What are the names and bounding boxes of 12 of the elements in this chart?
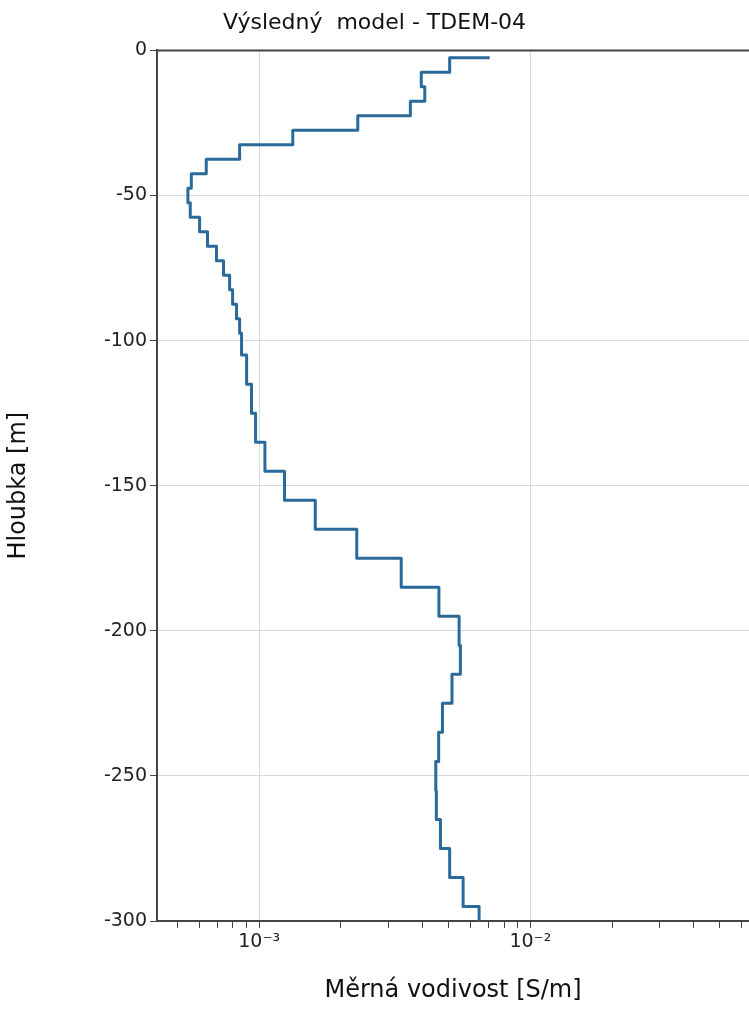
y-tick-label: -150	[103, 472, 147, 495]
x-tick-label: 10⁻³	[238, 929, 281, 952]
y-tick-label: -50	[115, 182, 147, 205]
y-tick-label: -100	[103, 327, 147, 350]
y-tick-label: -300	[103, 907, 147, 930]
x-tick-label: 10⁻²	[509, 929, 552, 952]
chart-title: Výsledný model - TDEM-04	[222, 8, 527, 34]
x-axis-title: Měrná vodivost [S/m]	[324, 974, 582, 1003]
y-tick-label: -250	[103, 762, 147, 785]
y-axis-title: Hloubka [m]	[2, 411, 31, 560]
y-tick-label: -200	[103, 617, 147, 640]
y-tick-label: 0	[134, 37, 147, 60]
